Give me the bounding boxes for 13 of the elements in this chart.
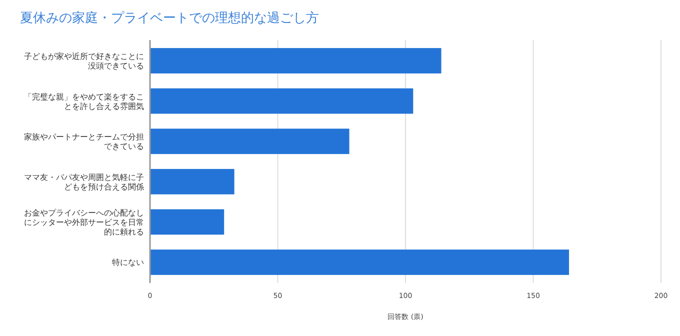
chart-title: 夏休みの家庭・プライベートでの理想的な過ごし方 — [20, 10, 319, 26]
y-tick-label: ママ友・パパ友や周囲と気軽に子どもを預け合える関係 — [24, 172, 144, 192]
bar — [150, 88, 414, 114]
bar — [150, 209, 224, 235]
y-tick-label: 「完璧な親」をやめて楽をすることを許し合える雰囲気 — [24, 92, 144, 111]
y-tick-label: 家族やパートナーとチームで分担できている — [24, 132, 144, 152]
bar — [150, 250, 570, 275]
y-tick-label: 子どもが家や近所で好きなことに没頭できている — [24, 52, 144, 71]
y-tick-label: 特にない — [112, 258, 144, 268]
y-tick-label: お金やプライバシーへの心配なしにシッターや外部サービスを日常的に頼れる — [24, 208, 144, 236]
bar — [150, 48, 442, 74]
bar — [150, 168, 234, 194]
bar — [150, 128, 350, 154]
